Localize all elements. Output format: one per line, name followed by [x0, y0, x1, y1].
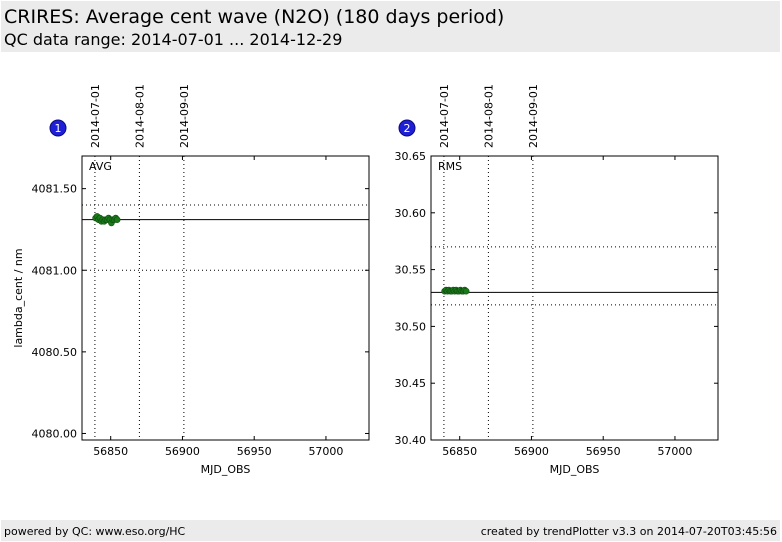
y-tick-label: 30.60	[395, 207, 427, 220]
x-axis-label: MJD_OBS	[201, 463, 251, 476]
panel-number-label: 2	[404, 122, 411, 135]
date-marker-label: 2014-08-01	[482, 84, 495, 148]
chart-panel-2: 2014-07-01 2014-08-01 2014-09-01 56850 56900…	[395, 84, 719, 476]
x-axis-label: MJD_OBS	[550, 463, 600, 476]
y-tick-label: 30.45	[395, 377, 427, 390]
y-tick-label: 30.40	[395, 434, 427, 447]
y-tick-label: 30.65	[395, 150, 427, 163]
x-tick-label: 56850	[93, 445, 128, 458]
date-marker-label: 2014-08-01	[133, 84, 146, 148]
footer-powered-by: powered by QC: www.eso.org/HC	[4, 525, 186, 538]
x-tick-label: 57000	[657, 445, 692, 458]
report-title: CRIRES: Average cent wave (N2O) (180 day…	[4, 6, 505, 28]
x-tick-label: 56900	[165, 445, 200, 458]
x-tick-label: 57000	[308, 445, 343, 458]
y-axis-label: lambda_cent / nm	[12, 248, 25, 347]
y-tick-label: 4080.00	[32, 427, 78, 440]
report-footer: powered by QC: www.eso.org/HC created by…	[1, 520, 780, 541]
data-point	[113, 216, 121, 223]
x-tick-label: 56850	[442, 445, 477, 458]
report-subtitle: QC data range: 2014-07-01 ... 2014-12-29	[4, 30, 343, 49]
date-marker-label: 2014-09-01	[178, 84, 191, 148]
x-tick-label: 56900	[514, 445, 549, 458]
chart-panel-1: 2014-07-01 2014-08-01 2014-09-01 56850 56900…	[12, 84, 370, 476]
date-marker-label: 2014-07-01	[438, 84, 451, 148]
x-tick-label: 56950	[237, 445, 272, 458]
panel-label: RMS	[438, 160, 462, 173]
date-marker-label: 2014-07-01	[89, 84, 102, 148]
panel-number-label: 1	[55, 122, 62, 135]
plot-frame	[430, 155, 719, 441]
y-tick-label: 30.55	[395, 264, 427, 277]
panel-label: AVG	[89, 160, 112, 173]
y-tick-label: 4081.50	[32, 183, 78, 196]
panel-number-badge	[398, 119, 416, 137]
plot-frame	[81, 155, 370, 441]
report-header: CRIRES: Average cent wave (N2O) (180 day…	[1, 1, 780, 52]
y-tick-label: 4080.50	[32, 346, 78, 359]
panel-number-badge	[49, 119, 67, 137]
y-tick-label: 30.50	[395, 320, 427, 333]
footer-created-by: created by trendPlotter v3.3 on 2014-07-…	[480, 525, 777, 538]
y-tick-label: 4081.00	[32, 264, 78, 277]
date-marker-label: 2014-09-01	[527, 84, 540, 148]
data-point	[462, 287, 470, 295]
x-tick-label: 56950	[586, 445, 621, 458]
